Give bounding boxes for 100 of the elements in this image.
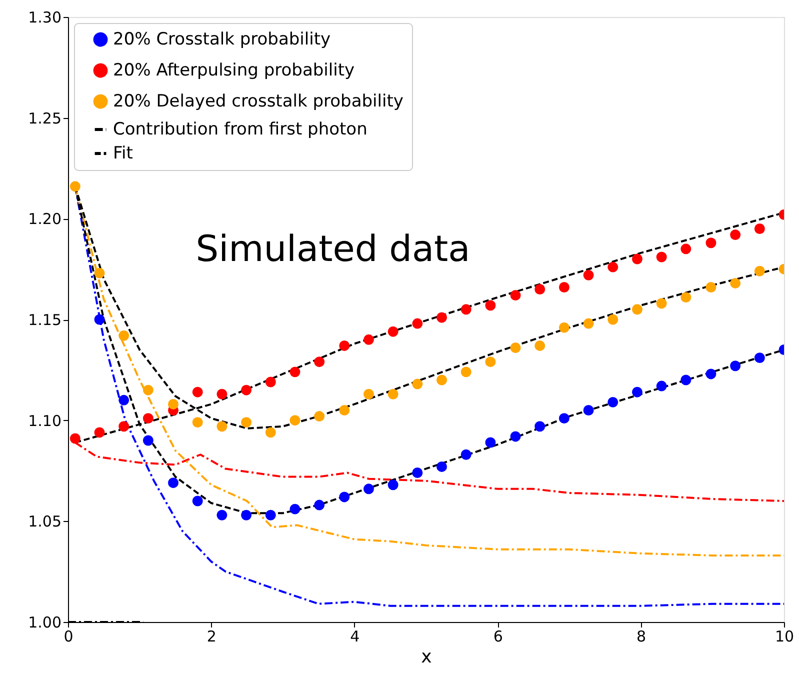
legend-label: Fit: [113, 144, 134, 164]
point: [314, 500, 325, 510]
point: [485, 356, 496, 368]
point: [460, 304, 472, 315]
x-axis-title: x: [421, 646, 432, 668]
point: [142, 384, 154, 396]
point: [339, 492, 350, 502]
point: [706, 238, 716, 248]
point: [534, 340, 546, 351]
point: [510, 431, 521, 442]
point: [94, 427, 105, 438]
point: [754, 352, 765, 364]
x-tick-label: 10: [774, 628, 794, 646]
point: [608, 314, 618, 325]
y-tick-label: 1.25: [28, 109, 62, 128]
point: [436, 461, 447, 472]
point: [363, 334, 374, 345]
point: [680, 292, 692, 303]
point: [265, 376, 276, 388]
point: [314, 411, 325, 422]
point: [510, 290, 521, 301]
point: [460, 366, 472, 378]
legend-label: 20% Crosstalk probability: [113, 30, 331, 50]
point: [314, 356, 325, 368]
x-tick-label: 4: [350, 628, 360, 646]
point: [142, 435, 154, 446]
point: [558, 282, 570, 292]
point: [118, 330, 130, 341]
x-tick-label: 8: [636, 628, 646, 646]
x-tick-label: 6: [493, 628, 503, 646]
y-tick-label: 1.30: [28, 8, 62, 26]
y-tick-label: 1.00: [28, 614, 62, 632]
point: [485, 437, 496, 448]
point: [363, 484, 374, 494]
legend-label: 20% Delayed crosstalk probability: [113, 92, 404, 112]
point: [265, 427, 276, 438]
point: [730, 230, 741, 240]
point: [192, 496, 203, 506]
point: [290, 366, 300, 378]
point: [632, 304, 642, 315]
point: [388, 480, 398, 490]
point: [680, 244, 692, 254]
point: [460, 449, 472, 460]
point: [583, 318, 594, 329]
point: [388, 326, 398, 337]
point: [216, 388, 228, 400]
point: [388, 388, 398, 400]
y-tick-label: 1.15: [28, 311, 62, 329]
x-tick-label: 0: [64, 628, 74, 646]
annotation: Simulated data: [196, 229, 470, 270]
point: [241, 384, 252, 396]
point: [608, 396, 618, 408]
point: [216, 421, 228, 432]
point: [730, 360, 741, 372]
point: [534, 421, 546, 432]
point: [241, 417, 252, 428]
point: [241, 510, 252, 520]
point: [70, 433, 80, 444]
point: [730, 278, 741, 288]
point: [339, 340, 350, 351]
point: [290, 504, 300, 514]
legend-label: Contribution from first photon: [113, 120, 368, 140]
point: [656, 380, 667, 392]
point: [412, 378, 423, 390]
point: [656, 298, 667, 309]
point: [632, 386, 642, 398]
y-tick-label: 1.05: [28, 512, 62, 531]
point: [290, 415, 300, 426]
point: [265, 510, 276, 520]
point: [706, 368, 716, 380]
point: [436, 374, 447, 386]
y-tick-label: 1.20: [28, 210, 62, 228]
point: [632, 254, 642, 264]
point: [510, 342, 521, 353]
point: [656, 252, 667, 262]
point: [70, 181, 80, 192]
point: [608, 262, 618, 272]
point: [168, 398, 178, 410]
point: [363, 388, 374, 400]
point: [168, 478, 178, 488]
point: [680, 374, 692, 386]
point: [94, 268, 105, 278]
point: [583, 270, 594, 280]
point: [436, 312, 447, 323]
point: [706, 282, 716, 292]
point: [118, 421, 130, 432]
point: [94, 314, 105, 325]
point: [583, 405, 594, 416]
point: [485, 300, 496, 311]
point: [192, 417, 203, 428]
point: [216, 510, 228, 520]
point: [534, 284, 546, 294]
x-tick-label: 2: [206, 628, 216, 646]
point: [558, 413, 570, 424]
point: [192, 386, 203, 398]
point: [754, 266, 765, 276]
legend-label: 20% Afterpulsing probability: [113, 60, 355, 80]
point: [339, 405, 350, 416]
point: [142, 413, 154, 424]
y-tick-label: 1.10: [28, 412, 62, 430]
